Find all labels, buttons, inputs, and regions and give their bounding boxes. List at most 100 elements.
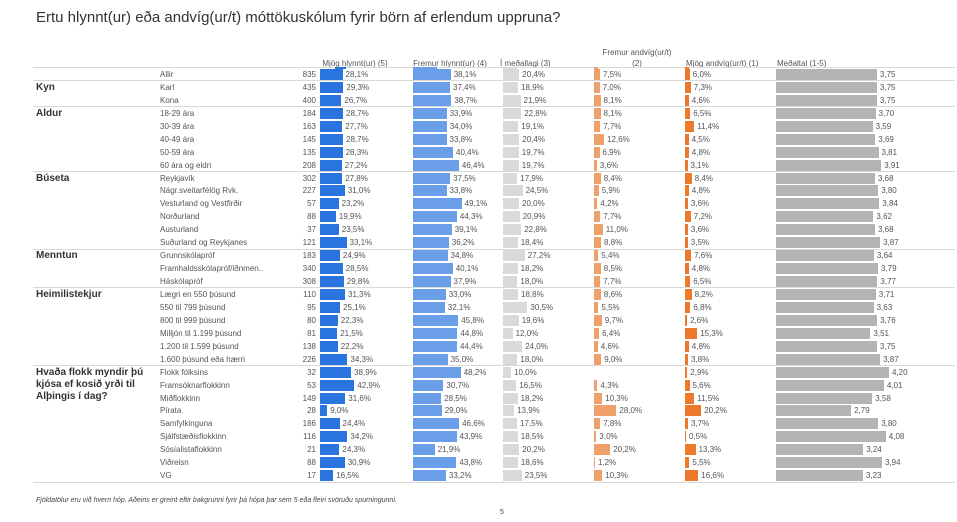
value-label-c3: 20,0% — [522, 199, 545, 209]
value-label-mean: 3,87 — [883, 354, 899, 364]
row-label: Lægri en 550 þúsund — [160, 289, 236, 299]
bar-c2 — [594, 94, 601, 106]
respondent-count: 308 — [302, 277, 316, 287]
value-label-mean: 3,58 — [875, 393, 891, 403]
value-label-c2: 4,2% — [600, 199, 619, 209]
table-row: 50-59 ára 135 28,3% 40,4% 19,7% 6,9% 4,8% 3,81 — [0, 146, 957, 159]
respondent-count: 400 — [302, 95, 316, 105]
bar-c4 — [413, 288, 446, 300]
bar-c5 — [320, 146, 343, 158]
table-row: Kona 400 26,7% 38,7% 21,9% 8,1% 4,6% 3,75 — [0, 94, 957, 107]
group-separator — [33, 171, 955, 173]
table-row: 1.600 þúsund eða hærri 226 34,3% 35,0% 18,0%… — [0, 353, 957, 366]
value-label-c1: 3,8% — [691, 354, 710, 364]
value-label-c2: 7,0% — [602, 82, 621, 92]
value-label-mean: 3,87 — [883, 238, 899, 248]
bar-c2 — [594, 457, 595, 469]
column-header-negative-line2: (2) — [632, 59, 642, 68]
bar-mean — [776, 224, 875, 236]
row-label: 1.200 til 1.599 þúsund — [160, 341, 239, 351]
bar-c5 — [320, 301, 341, 313]
value-label-c1: 6,5% — [693, 277, 712, 287]
value-label-c5: 29,8% — [346, 277, 370, 287]
value-label-c4: 33,2% — [448, 471, 472, 481]
bar-c3 — [503, 224, 522, 236]
bar-c1 — [685, 185, 689, 197]
value-label-c2: 12,6% — [607, 134, 630, 144]
bar-mean — [776, 94, 877, 106]
value-label-c3: 19,1% — [521, 121, 544, 131]
value-label-c3: 18,6% — [520, 458, 544, 468]
respondent-count: 80 — [307, 315, 316, 325]
bar-c2 — [594, 120, 601, 132]
table-row: Allir 835 28,1% 38,1% 20,4% 7,5% 6,0% 3,75 — [0, 68, 957, 81]
bar-mean — [776, 288, 876, 300]
bar-c4 — [413, 185, 447, 197]
bar-mean — [776, 444, 864, 456]
bar-c4 — [413, 94, 452, 106]
bar-c3 — [503, 457, 518, 469]
table-row: VG 17 16,5% 33,2% 23,5% 10,3% 16,6% 3,23 — [0, 469, 957, 482]
value-label-mean: 3,51 — [873, 328, 889, 338]
bar-mean — [776, 107, 876, 119]
row-label: Miðflokkinn — [160, 393, 201, 403]
bar-c3 — [503, 107, 522, 119]
value-label-mean: 3,75 — [879, 70, 896, 79]
bar-c3 — [503, 314, 519, 326]
value-label-c4: 37,4% — [453, 82, 476, 92]
value-label-c4: 43,8% — [459, 458, 483, 468]
bar-c2 — [594, 379, 598, 391]
bar-c4 — [413, 81, 450, 93]
bar-c1 — [685, 224, 688, 236]
respondent-count: 163 — [302, 121, 316, 131]
row-label: Norðurland — [160, 212, 200, 222]
bar-c1 — [685, 69, 690, 80]
value-label-mean: 3,75 — [879, 95, 896, 105]
value-label-c5: 34,3% — [350, 354, 374, 364]
value-label-c4: 33,9% — [449, 108, 473, 118]
bar-c4 — [413, 327, 458, 339]
bar-c4 — [413, 69, 451, 80]
bar-c4 — [413, 405, 442, 417]
respondent-count: 302 — [302, 173, 316, 183]
row-label: Reykjavík — [160, 173, 195, 183]
bar-c5 — [320, 444, 340, 456]
table-row: Lægri en 550 þúsund 110 31,3% 33,0% 18,8% 8,6… — [0, 288, 957, 301]
respondent-count: 95 — [307, 302, 316, 312]
bar-c2 — [594, 392, 603, 404]
bar-c1 — [685, 250, 692, 262]
bar-c1 — [685, 133, 689, 145]
bar-c4 — [413, 379, 444, 391]
bar-c2 — [594, 107, 601, 119]
bar-c5 — [320, 431, 348, 443]
respondent-count: 116 — [303, 432, 316, 442]
value-label-c5: 24,3% — [342, 445, 366, 455]
value-label-mean: 3,68 — [878, 225, 894, 235]
value-label-c5: 31,0% — [347, 186, 371, 196]
bar-c4 — [413, 470, 446, 482]
bar-c5 — [320, 69, 343, 80]
row-label: Allir — [160, 70, 174, 79]
value-label-mean: 3,94 — [885, 458, 901, 468]
chart-title: Ertu hlynnt(ur) eða andvíg(ur/t) móttöku… — [36, 9, 561, 26]
bar-c5 — [320, 224, 339, 236]
bar-c3 — [503, 159, 519, 171]
respondent-count: 21 — [307, 445, 316, 455]
value-label-c3: 19,7% — [521, 147, 545, 157]
value-label-c3: 10,0% — [514, 367, 537, 377]
group-separator — [33, 248, 955, 250]
value-label-c1: 6,8% — [693, 302, 712, 312]
bar-c2 — [594, 69, 600, 80]
bar-c2 — [594, 198, 598, 210]
value-label-c3: 24,5% — [525, 186, 549, 196]
value-label-c5: 22,3% — [340, 315, 364, 325]
value-label-c5: 33,1% — [349, 238, 373, 248]
bar-c2 — [594, 263, 601, 275]
table-row: Miðflokkinn 149 31,6% 28,5% 18,2% 10,3% 11,5% 3… — [0, 392, 957, 405]
row-label: Kona — [160, 95, 179, 105]
bar-mean — [776, 120, 873, 132]
bar-c3 — [503, 288, 518, 300]
bar-c3 — [503, 470, 522, 482]
header-accent — [335, 67, 346, 69]
value-label-c4: 33,8% — [449, 134, 473, 144]
